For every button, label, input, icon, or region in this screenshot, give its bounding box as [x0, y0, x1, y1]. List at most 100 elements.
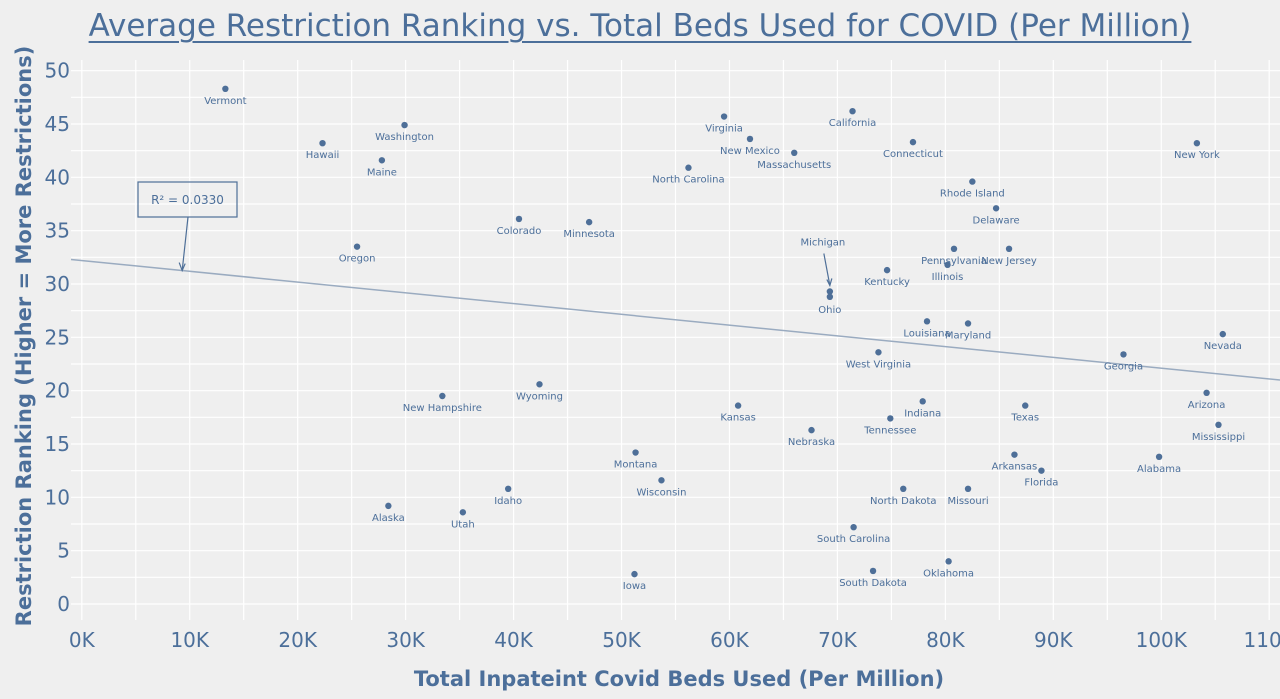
x-gridlines: [81, 60, 1270, 620]
trend-line: [70, 258, 1280, 381]
x-tick-label-50k: 50K: [602, 628, 641, 652]
point-ohio: [826, 293, 834, 300]
point-label-texas: Texas: [1010, 413, 1039, 424]
point-nevada: [1219, 330, 1226, 338]
point-connecticut: [909, 138, 917, 146]
x-tick-label-30k: 30K: [386, 628, 425, 652]
point-maryland: [964, 320, 972, 327]
point-label-california: California: [829, 118, 877, 129]
point-label-pennsylvania: Pennsylvania: [921, 256, 987, 267]
trend-line-group: R² = 0.0330: [70, 181, 1280, 381]
point-oklahoma: [945, 558, 952, 565]
point-oregon: [353, 243, 361, 250]
x-tick-label-100k: 100K: [1136, 628, 1188, 652]
y-tick-label-45: 45: [45, 112, 70, 136]
x-tick-label-80k: 80K: [926, 628, 965, 652]
point-label-iowa: Iowa: [623, 581, 646, 592]
point-kentucky: [883, 266, 891, 274]
y-axis-label: Restriction Ranking (Higher = More Restr…: [12, 46, 36, 627]
point-north-carolina: [685, 164, 692, 171]
point-pennsylvania: [950, 245, 958, 252]
point-idaho: [504, 485, 512, 492]
y-tick-label-20: 20: [45, 379, 70, 403]
point-label-virginia: Virginia: [705, 124, 743, 135]
point-new-jersey: [1005, 245, 1013, 252]
point-label-nebraska: Nebraska: [788, 437, 835, 448]
point-label-idaho: Idaho: [494, 496, 522, 507]
point-hawaii: [319, 140, 326, 147]
point-indiana: [919, 398, 926, 405]
x-tick-label-70k: 70K: [818, 628, 857, 652]
x-tick-label-10k: 10K: [170, 628, 209, 652]
y-tick-label-25: 25: [45, 325, 70, 349]
point-label-south-carolina: South Carolina: [817, 534, 890, 545]
point-label-nevada: Nevada: [1204, 341, 1242, 352]
y-tick-label-15: 15: [45, 432, 70, 456]
point-label-utah: Utah: [451, 519, 475, 530]
point-label-kansas: Kansas: [720, 413, 755, 424]
point-massachusetts: [791, 149, 798, 156]
point-label-arkansas: Arkansas: [992, 462, 1038, 473]
y-gridlines: [71, 70, 1280, 605]
point-label-michigan: Michigan: [800, 237, 845, 248]
michigan-callout-arrowhead: [826, 278, 833, 288]
data-points: [222, 85, 1226, 578]
point-label-wisconsin: Wisconsin: [636, 487, 686, 498]
point-label-indiana: Indiana: [904, 408, 941, 419]
y-tick-label-40: 40: [45, 165, 70, 189]
y-tick-label-35: 35: [45, 219, 70, 243]
point-label-illinois: Illinois: [932, 272, 964, 283]
x-tick-label-60k: 60K: [710, 628, 749, 652]
y-tick-label-30: 30: [45, 272, 70, 296]
x-tick-labels: 0K 10K 20K 30K 40K 50K 60K 70K 80K 90K 100K 110K: [69, 628, 1280, 652]
michigan-callout-arrow: [823, 253, 831, 286]
point-label-georgia: Georgia: [1104, 361, 1143, 372]
point-virginia: [720, 113, 728, 120]
point-label-north-dakota: North Dakota: [870, 496, 937, 507]
point-michigan: [826, 288, 834, 295]
point-florida: [1038, 467, 1045, 474]
point-label-south-dakota: South Dakota: [839, 578, 907, 589]
point-mississippi: [1215, 421, 1222, 428]
x-tick-label-90k: 90K: [1034, 628, 1073, 652]
point-utah: [459, 509, 467, 516]
point-texas: [1022, 402, 1029, 409]
point-label-alaska: Alaska: [372, 513, 405, 524]
point-label-montana: Montana: [614, 460, 658, 471]
r-squared-arrowhead: [178, 262, 186, 273]
point-south-carolina: [850, 524, 857, 531]
point-kansas: [734, 402, 742, 409]
y-tick-label-5: 5: [57, 539, 70, 563]
x-tick-label-0k: 0K: [69, 628, 96, 652]
point-label-missouri: Missouri: [947, 496, 988, 507]
point-north-dakota: [900, 485, 907, 492]
point-vermont: [222, 85, 229, 93]
point-tennessee: [887, 415, 894, 422]
point-label-new-mexico: New Mexico: [720, 146, 780, 157]
y-tick-label-0: 0: [57, 592, 70, 616]
point-label-rhode-island: Rhode Island: [940, 189, 1005, 200]
point-minnesota: [585, 218, 593, 226]
point-iowa: [631, 570, 638, 578]
point-illinois: [944, 261, 951, 268]
data-point-labels: Vermont Washington Hawaii Maine Oregon Colora…: [204, 96, 1245, 592]
point-label-mississippi: Mississippi: [1192, 432, 1245, 443]
point-maine: [378, 157, 386, 164]
x-axis-label: Total Inpateint Covid Beds Used (Per Mil…: [414, 667, 944, 691]
point-label-massachusetts: Massachusetts: [757, 160, 831, 171]
point-alaska: [385, 502, 392, 510]
point-wyoming: [536, 381, 543, 388]
point-label-new-york: New York: [1174, 150, 1220, 161]
point-missouri: [964, 485, 972, 492]
point-label-wyoming: Wyoming: [516, 391, 563, 402]
point-label-connecticut: Connecticut: [883, 149, 943, 160]
point-label-washington: Washington: [375, 132, 434, 143]
point-label-delaware: Delaware: [973, 215, 1020, 226]
point-label-kentucky: Kentucky: [864, 277, 910, 288]
point-colorado: [515, 215, 523, 223]
x-tick-label-110k: 110K: [1244, 628, 1280, 652]
r-squared-label: R² = 0.0330: [151, 193, 224, 207]
point-label-oklahoma: Oklahoma: [923, 568, 974, 579]
point-label-alabama: Alabama: [1137, 464, 1181, 475]
